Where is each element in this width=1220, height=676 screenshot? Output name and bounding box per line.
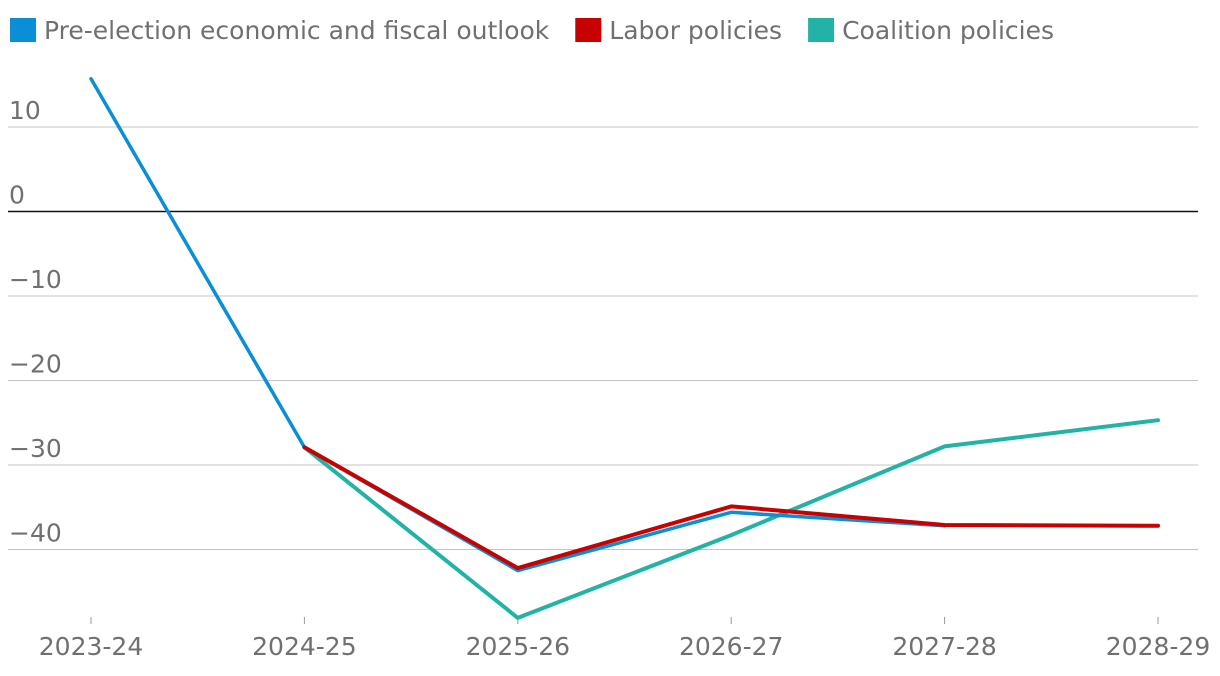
- series-line-labor-policies: [302, 445, 1160, 571]
- legend-swatch-pre-election-economic-and-fiscal-outlook: [10, 18, 36, 42]
- x-tick-label: 2025-26: [466, 632, 570, 661]
- x-tick-label: 2028-29: [1106, 632, 1210, 661]
- y-tick-label: −40: [9, 519, 62, 548]
- legend-swatch-labor-policies: [575, 18, 602, 42]
- x-axis: 2023-24 2024-25 2025-26 2026-27 2027-28 2028-…: [39, 617, 1210, 661]
- y-tick-label: −20: [9, 350, 62, 379]
- series-group: [89, 77, 1160, 620]
- legend-label-coalition-policies: Coalition policies: [842, 16, 1054, 45]
- x-tick-label: 2023-24: [39, 632, 143, 661]
- series-line-coalition-policies: [302, 418, 1160, 620]
- x-tick-label: 2026-27: [679, 632, 783, 661]
- x-tick-label: 2027-28: [892, 632, 996, 661]
- y-tick-label: 10: [9, 96, 41, 125]
- y-tick-label: −30: [9, 434, 62, 463]
- grid: [8, 126, 1198, 550]
- legend: Pre-election economic and fiscal outlook…: [10, 16, 1054, 45]
- series-line-pre-election-economic-and-fiscal-outlook: [89, 77, 947, 573]
- x-tick-label: 2024-25: [252, 632, 356, 661]
- legend-label-pre-election-economic-and-fiscal-outlook: Pre-election economic and fiscal outlook: [44, 16, 550, 45]
- legend-swatch-coalition-policies: [808, 18, 835, 42]
- legend-label-labor-policies: Labor policies: [609, 16, 782, 45]
- y-tick-label: −10: [9, 265, 62, 294]
- y-tick-label: 0: [9, 181, 25, 210]
- y-axis: 10 0 −10 −20 −30 −40: [9, 96, 62, 548]
